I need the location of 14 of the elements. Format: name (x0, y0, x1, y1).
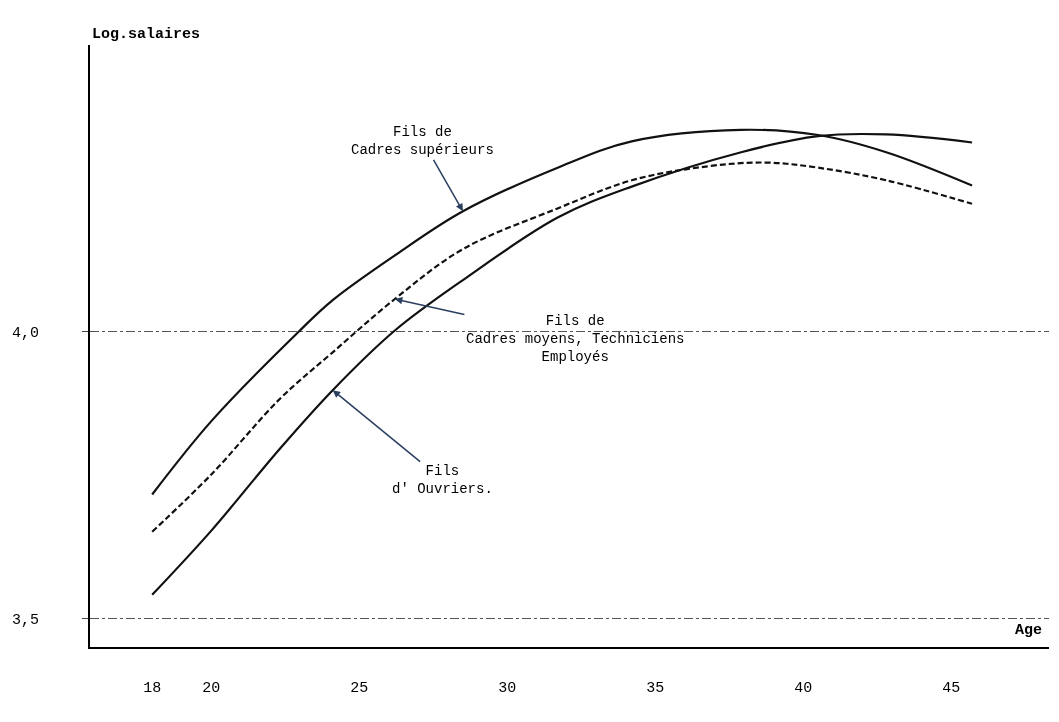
x-axis-title: Age (1015, 622, 1043, 639)
y-axis-title: Log.salaires (92, 26, 201, 43)
y-tick-label: 4,0 (11, 324, 39, 342)
annotation: Fils de Cadres supérieurs (351, 124, 494, 159)
annotation: Fils d' Ouvriers. (392, 463, 493, 498)
annotation: Fils de Cadres moyens, Techniciens Employés (466, 313, 685, 366)
x-tick-label: 35 (646, 680, 665, 697)
x-tick-label: 45 (942, 680, 961, 697)
x-tick-label: 30 (498, 680, 517, 697)
x-tick-label: 18 (143, 680, 162, 697)
x-tick-label: 40 (794, 680, 813, 697)
y-tick-label: 3,5 (11, 611, 39, 629)
x-tick-label: 20 (202, 680, 221, 697)
x-tick-label: 25 (350, 680, 369, 697)
